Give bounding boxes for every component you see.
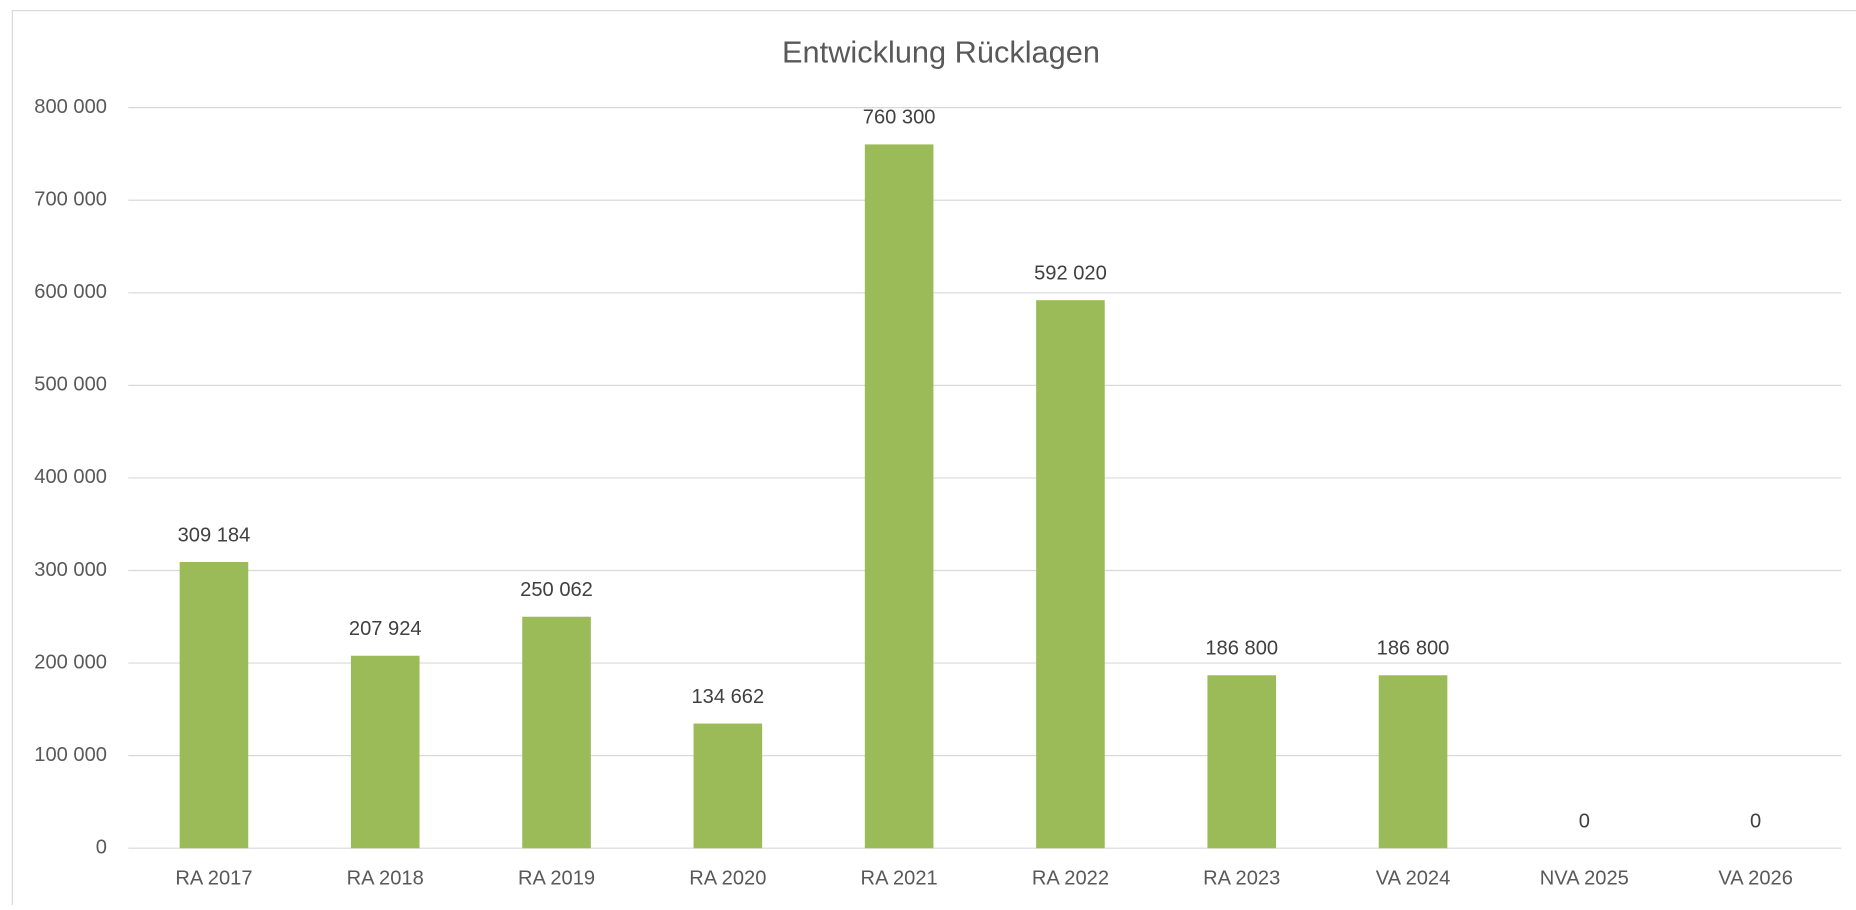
bar — [693, 723, 763, 849]
x-tick-label: RA 2018 — [347, 867, 424, 889]
data-label: 760 300 — [863, 107, 936, 129]
data-label: 186 800 — [1205, 638, 1278, 660]
bar — [1378, 675, 1448, 849]
x-tick-label: RA 2023 — [1203, 867, 1280, 889]
x-tick-label: RA 2022 — [1032, 867, 1109, 889]
y-tick-label: 200 000 — [34, 651, 107, 673]
data-label: 250 062 — [520, 579, 593, 601]
bar — [350, 655, 420, 849]
data-label: 309 184 — [178, 524, 251, 546]
bar — [1036, 300, 1105, 849]
x-tick-label: NVA 2025 — [1540, 867, 1629, 889]
bar — [522, 616, 591, 849]
data-label: 134 662 — [691, 686, 764, 708]
y-tick-label: 700 000 — [34, 189, 107, 211]
x-tick-label: RA 2019 — [518, 867, 595, 889]
data-label: 186 800 — [1377, 638, 1450, 660]
data-label: 0 — [1750, 811, 1761, 833]
y-tick-label: 0 — [96, 837, 107, 859]
y-tick-label: 400 000 — [34, 466, 107, 488]
x-tick-label: VA 2024 — [1376, 867, 1451, 889]
x-tick-label: RA 2021 — [861, 867, 938, 889]
data-label: 592 020 — [1034, 262, 1107, 284]
chart-title: Entwicklung Rücklagen — [782, 35, 1100, 70]
x-tick-label: RA 2020 — [689, 867, 766, 889]
x-tick-label: RA 2017 — [175, 867, 252, 889]
chart-border — [11, 10, 1856, 910]
x-tick-label: VA 2026 — [1718, 867, 1793, 889]
y-tick-label: 100 000 — [34, 744, 107, 766]
bar — [179, 562, 249, 849]
y-tick-label: 600 000 — [34, 281, 107, 303]
y-tick-label: 800 000 — [34, 96, 107, 118]
bar — [1207, 675, 1277, 849]
bar — [864, 144, 934, 849]
data-label: 0 — [1579, 811, 1590, 833]
y-tick-label: 300 000 — [34, 559, 107, 581]
y-tick-label: 500 000 — [34, 374, 107, 396]
data-label: 207 924 — [349, 618, 422, 640]
